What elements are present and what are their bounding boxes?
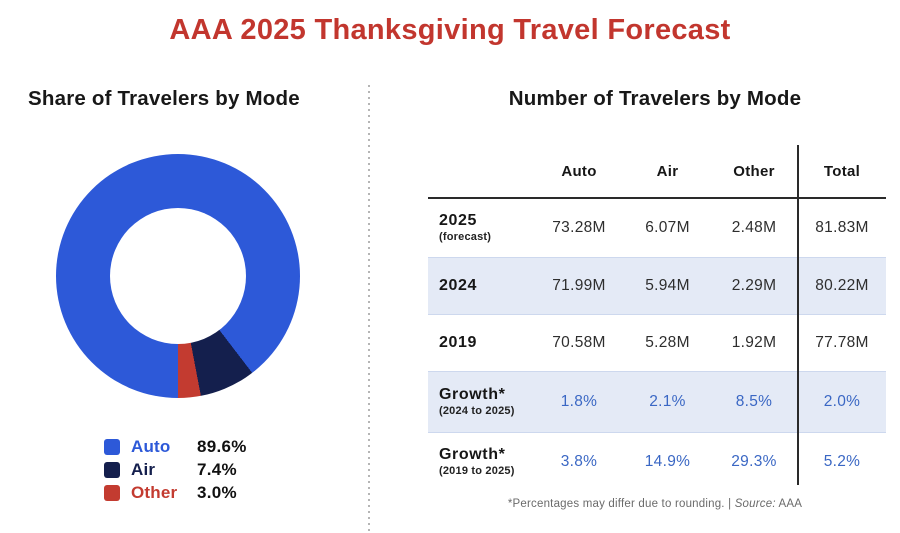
header-auto: Auto (561, 162, 597, 180)
footnote-text: *Percentages may differ due to rounding.… (507, 498, 732, 510)
cell-2025-air: 6.07M (645, 219, 690, 236)
footnote-source-value: AAA (778, 498, 803, 510)
cell-2019-auto: 70.58M (552, 334, 606, 351)
row-sublabel: (2019 to 2025) (439, 465, 515, 478)
cell-growth2-other: 29.3% (731, 453, 777, 470)
table-row-2019: 2019 70.58M 5.28M 1.92M 77.78M (428, 315, 886, 371)
legend-value-air: 7.4% (197, 459, 237, 479)
table-header-row: Auto Air Other Total (428, 145, 886, 199)
row-label-cell: 2024 (428, 277, 533, 295)
table-panel-title: Number of Travelers by Mode (508, 87, 802, 110)
row-sublabel: (forecast) (439, 231, 492, 244)
air-swatch-icon (104, 461, 120, 478)
cell-2024-air: 5.94M (645, 277, 690, 294)
header-total: Total (823, 162, 861, 180)
cell-2024-total: 80.22M (815, 277, 869, 294)
cell-2025-other: 2.48M (731, 219, 777, 236)
legend-label-air: Air (131, 459, 156, 479)
row-label-cell: Growth* (2024 to 2025) (428, 386, 533, 419)
vertical-dotted-divider (368, 85, 370, 533)
legend-value-other: 3.0% (197, 482, 237, 502)
cell-2024-other: 2.29M (731, 277, 777, 294)
donut-legend: Auto 89.6% Air 7.4% Other 3.0% (104, 437, 247, 502)
legend-label-other: Other (131, 482, 178, 502)
cell-2025-auto: 73.28M (552, 219, 606, 236)
cell-2025-total: 81.83M (815, 219, 869, 236)
legend-label-auto: Auto (131, 436, 171, 456)
table-row-2025: 2025 (forecast) 73.28M 6.07M 2.48M 81.83… (428, 199, 886, 257)
cell-growth1-total: 2.0% (823, 393, 861, 410)
row-sublabel: (2024 to 2025) (439, 405, 515, 418)
cell-growth1-air: 2.1% (649, 393, 686, 410)
table-row-growth-2024-2025: Growth* (2024 to 2025) 1.8% 2.1% 8.5% 2.… (428, 371, 886, 433)
cell-growth2-auto: 3.8% (560, 453, 598, 470)
cell-growth1-auto: 1.8% (560, 393, 598, 410)
header-air: Air (656, 162, 679, 180)
other-swatch-icon (104, 484, 120, 501)
travelers-table: Auto Air Other Total 2025 (forecast) 73.… (428, 145, 886, 491)
row-label-cell: 2019 (428, 334, 533, 352)
row-label: Growth* (439, 445, 506, 463)
table-row-growth-2019-2025: Growth* (2019 to 2025) 3.8% 14.9% 29.3% … (428, 433, 886, 491)
cell-2019-air: 5.28M (645, 334, 690, 351)
legend-item-air: Air 7.4% (104, 460, 247, 479)
legend-value-auto: 89.6% (197, 436, 247, 456)
cell-growth1-other: 8.5% (735, 393, 773, 410)
legend-item-auto: Auto 89.6% (104, 437, 247, 456)
total-column-separator (797, 145, 799, 485)
auto-swatch-icon (104, 438, 120, 455)
share-panel-title: Share of Travelers by Mode (28, 87, 300, 110)
table-row-2024: 2024 71.99M 5.94M 2.29M 80.22M (428, 257, 886, 315)
footnote: *Percentages may differ due to rounding.… (420, 498, 890, 510)
page-title: AAA 2025 Thanksgiving Travel Forecast (169, 14, 731, 46)
cell-2024-auto: 71.99M (552, 277, 606, 294)
row-label-cell: 2025 (forecast) (428, 212, 533, 245)
cell-growth2-air: 14.9% (644, 453, 691, 470)
cell-2019-other: 1.92M (731, 334, 777, 351)
row-label-cell: Growth* (2019 to 2025) (428, 446, 533, 479)
row-label: Growth* (439, 385, 506, 403)
row-label: 2019 (439, 333, 477, 351)
donut-chart (56, 154, 300, 398)
row-label: 2025 (439, 211, 477, 229)
header-other: Other (733, 162, 775, 180)
legend-item-other: Other 3.0% (104, 483, 247, 502)
row-label: 2024 (439, 276, 477, 294)
footnote-source-label: Source: (734, 498, 776, 510)
cell-growth2-total: 5.2% (823, 453, 861, 470)
cell-2019-total: 77.78M (815, 334, 869, 351)
